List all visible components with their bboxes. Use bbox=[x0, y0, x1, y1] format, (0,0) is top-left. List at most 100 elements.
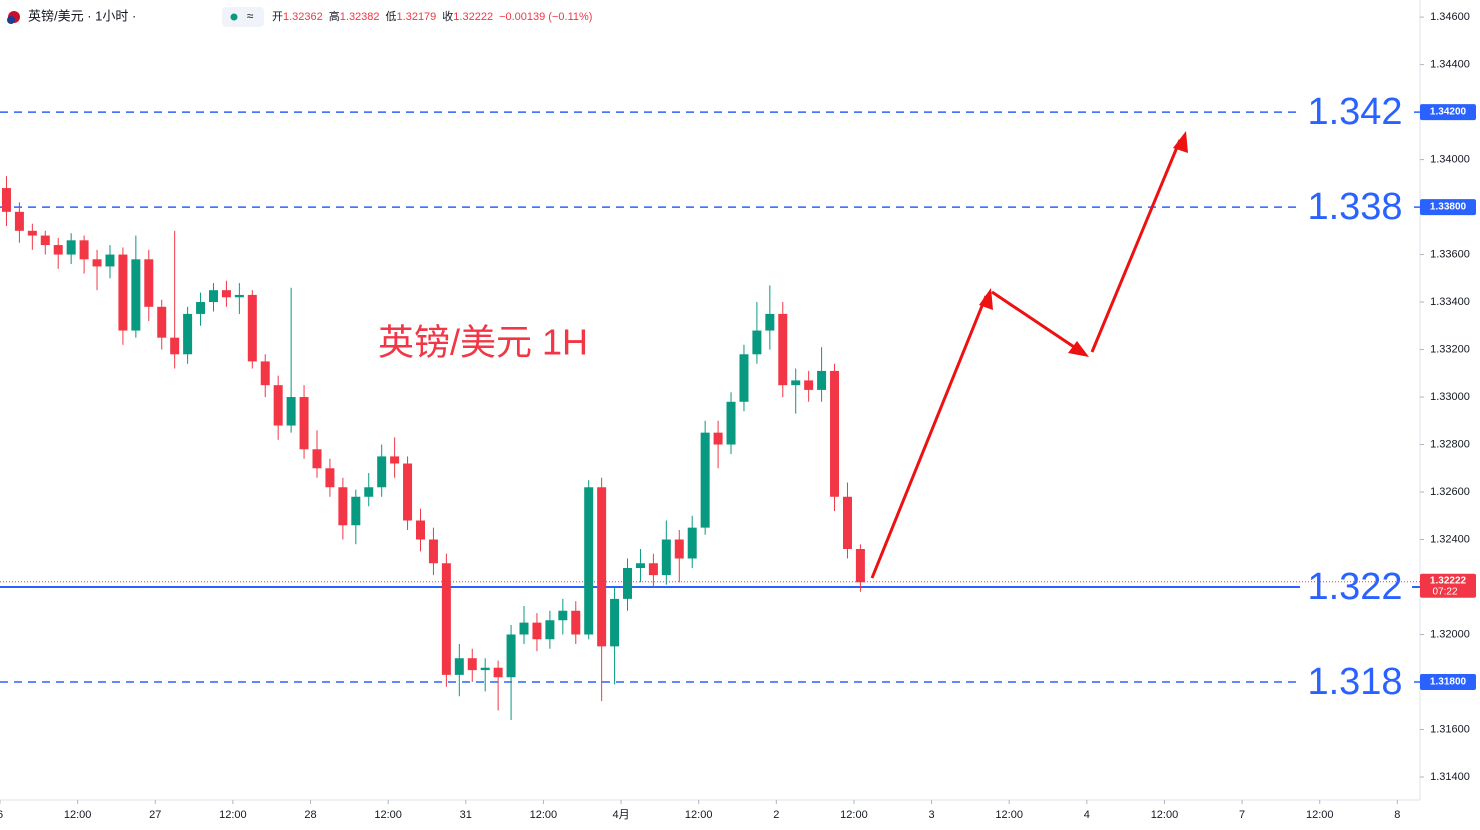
y-tick-label: 1.31600 bbox=[1430, 723, 1470, 735]
forecast-arrow bbox=[870, 131, 1188, 579]
quote-label: 高 bbox=[329, 9, 340, 23]
candle-body bbox=[260, 361, 270, 386]
candle-body bbox=[416, 520, 426, 540]
y-tick-label: 1.32600 bbox=[1430, 486, 1470, 498]
candle-body bbox=[27, 230, 37, 236]
candle-body bbox=[519, 622, 529, 635]
status-dot bbox=[230, 13, 238, 21]
candle-body bbox=[312, 449, 322, 469]
y-tick-label: 1.33600 bbox=[1430, 248, 1470, 260]
candle-body bbox=[739, 354, 749, 402]
candle-body bbox=[1, 188, 11, 212]
candle-body bbox=[752, 330, 762, 355]
x-tick-label: 12:00 bbox=[530, 809, 558, 821]
candle-body bbox=[610, 598, 620, 647]
candle-body bbox=[545, 620, 555, 640]
candle-body bbox=[105, 254, 115, 267]
level-tag-label: 1.31800 bbox=[1430, 677, 1467, 688]
x-tick-label: 12:00 bbox=[64, 809, 92, 821]
x-tick-label: 12:00 bbox=[995, 809, 1023, 821]
status-pill bbox=[222, 7, 264, 27]
candle-body bbox=[687, 527, 697, 559]
quote-value: 1.32179 bbox=[397, 11, 437, 23]
x-tick-label: 12:00 bbox=[219, 809, 247, 821]
candle-body bbox=[661, 539, 671, 576]
quote-label: 收 bbox=[442, 9, 453, 23]
level-tag-label: 1.34200 bbox=[1430, 107, 1467, 118]
candle-body bbox=[390, 456, 400, 464]
candle-body bbox=[53, 245, 63, 255]
level-tag-label: 1.33800 bbox=[1430, 202, 1467, 213]
candle-body bbox=[403, 463, 413, 521]
quote-value: 1.32222 bbox=[453, 11, 493, 23]
x-tick-label: 12:00 bbox=[1151, 809, 1179, 821]
level-label: 1.322 bbox=[1307, 566, 1402, 608]
quote-value: 1.32382 bbox=[340, 11, 380, 23]
x-tick-label: 3 bbox=[929, 809, 935, 821]
candle-body bbox=[855, 549, 865, 583]
candle-body bbox=[597, 487, 607, 647]
x-tick-label: 4 bbox=[1084, 809, 1090, 821]
level-label: 1.318 bbox=[1307, 661, 1402, 703]
candle-body bbox=[364, 487, 374, 497]
candle-body bbox=[196, 302, 206, 314]
last-price-tag bbox=[1420, 573, 1476, 598]
candle-body bbox=[791, 380, 801, 386]
candle-body bbox=[700, 432, 710, 528]
candle-body bbox=[377, 456, 387, 488]
candle-body bbox=[765, 313, 775, 331]
candle-body bbox=[674, 539, 684, 559]
x-tick-label: 28 bbox=[304, 809, 316, 821]
candle-body bbox=[131, 259, 141, 331]
level-label-bg bbox=[1300, 566, 1412, 607]
x-tick-label: 6 bbox=[0, 809, 3, 821]
candle-body bbox=[506, 634, 516, 678]
level-tag bbox=[1420, 673, 1476, 690]
candle-body bbox=[467, 658, 477, 671]
candle-body bbox=[208, 290, 218, 303]
x-tick-label: 12:00 bbox=[1306, 809, 1334, 821]
x-tick-label: 12:00 bbox=[685, 809, 713, 821]
candle-body bbox=[299, 397, 309, 450]
quote-label: 低 bbox=[386, 10, 397, 23]
quote-change: −0.00139 (−0.11%) bbox=[499, 11, 592, 23]
candle-body bbox=[234, 294, 244, 298]
candle-body bbox=[92, 259, 102, 267]
candle-body bbox=[493, 667, 503, 678]
x-tick-label: 4月 bbox=[612, 809, 629, 821]
candle-body bbox=[221, 290, 231, 298]
y-tick-label: 1.34600 bbox=[1430, 11, 1470, 23]
candle-body bbox=[40, 235, 50, 246]
candle-body bbox=[584, 487, 594, 635]
candle-body bbox=[286, 397, 296, 426]
y-tick-label: 1.34400 bbox=[1430, 58, 1470, 70]
candle-body bbox=[66, 240, 76, 255]
candle-body bbox=[441, 563, 451, 675]
level-label-bg bbox=[1300, 92, 1412, 133]
candle-body bbox=[842, 496, 852, 550]
last-price-label: 1.32222 bbox=[1430, 575, 1467, 586]
level-tag bbox=[1420, 199, 1476, 216]
candle-body bbox=[428, 539, 438, 564]
chart-annotation: 英镑/美元 1H bbox=[378, 322, 588, 363]
candle-body bbox=[713, 432, 723, 445]
candle-body bbox=[830, 370, 840, 497]
y-tick-label: 1.32400 bbox=[1430, 533, 1470, 545]
y-tick-label: 1.33400 bbox=[1430, 296, 1470, 308]
candle-body bbox=[623, 568, 633, 599]
level-label-bg bbox=[1300, 187, 1412, 228]
y-tick-label: 1.31400 bbox=[1430, 771, 1470, 783]
header: 英镑/美元 · 1小时 · ≈ 开 1.32362 高 1.32382 低 1.32179… bbox=[7, 7, 592, 27]
x-tick-label: 8 bbox=[1394, 809, 1400, 821]
candle-body bbox=[325, 468, 335, 488]
quote-label: 开 bbox=[272, 11, 283, 23]
candle-body bbox=[480, 667, 490, 671]
y-tick-label: 1.32000 bbox=[1430, 628, 1470, 640]
candle-body bbox=[144, 259, 154, 307]
y-tick-label: 1.32800 bbox=[1430, 438, 1470, 450]
candle-body bbox=[247, 294, 257, 362]
candle-body bbox=[14, 211, 24, 231]
level-tag bbox=[1420, 104, 1476, 121]
